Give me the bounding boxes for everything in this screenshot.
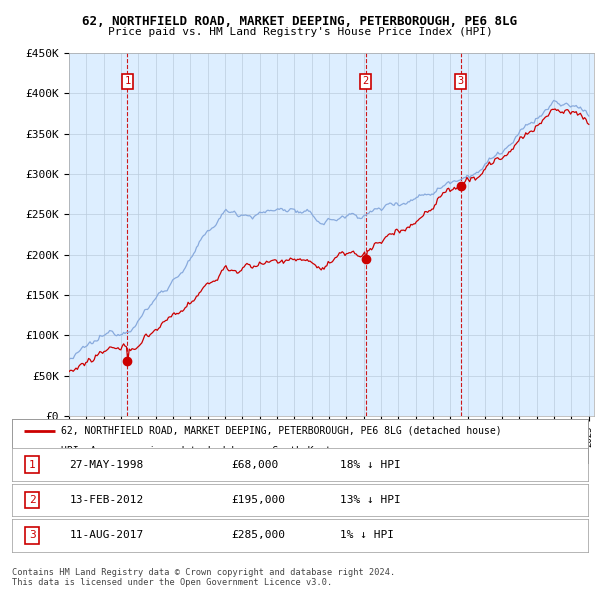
Text: 11-AUG-2017: 11-AUG-2017 — [70, 530, 144, 540]
Text: 1% ↓ HPI: 1% ↓ HPI — [340, 530, 394, 540]
Text: 2: 2 — [29, 495, 35, 505]
Text: Price paid vs. HM Land Registry's House Price Index (HPI): Price paid vs. HM Land Registry's House … — [107, 27, 493, 37]
Text: 62, NORTHFIELD ROAD, MARKET DEEPING, PETERBOROUGH, PE6 8LG: 62, NORTHFIELD ROAD, MARKET DEEPING, PET… — [83, 15, 517, 28]
Text: 1: 1 — [124, 76, 131, 86]
Text: 1: 1 — [29, 460, 35, 470]
Text: £285,000: £285,000 — [231, 530, 285, 540]
Text: HPI: Average price, detached house, South Kesteven: HPI: Average price, detached house, Sout… — [61, 446, 355, 456]
Text: 13% ↓ HPI: 13% ↓ HPI — [340, 495, 401, 505]
Text: 18% ↓ HPI: 18% ↓ HPI — [340, 460, 401, 470]
Text: Contains HM Land Registry data © Crown copyright and database right 2024.
This d: Contains HM Land Registry data © Crown c… — [12, 568, 395, 587]
Text: £68,000: £68,000 — [231, 460, 278, 470]
Text: 3: 3 — [458, 76, 464, 86]
Text: 2: 2 — [362, 76, 369, 86]
Text: 13-FEB-2012: 13-FEB-2012 — [70, 495, 144, 505]
Text: 3: 3 — [29, 530, 35, 540]
Text: 62, NORTHFIELD ROAD, MARKET DEEPING, PETERBOROUGH, PE6 8LG (detached house): 62, NORTHFIELD ROAD, MARKET DEEPING, PET… — [61, 426, 502, 436]
Text: 27-MAY-1998: 27-MAY-1998 — [70, 460, 144, 470]
Text: £195,000: £195,000 — [231, 495, 285, 505]
